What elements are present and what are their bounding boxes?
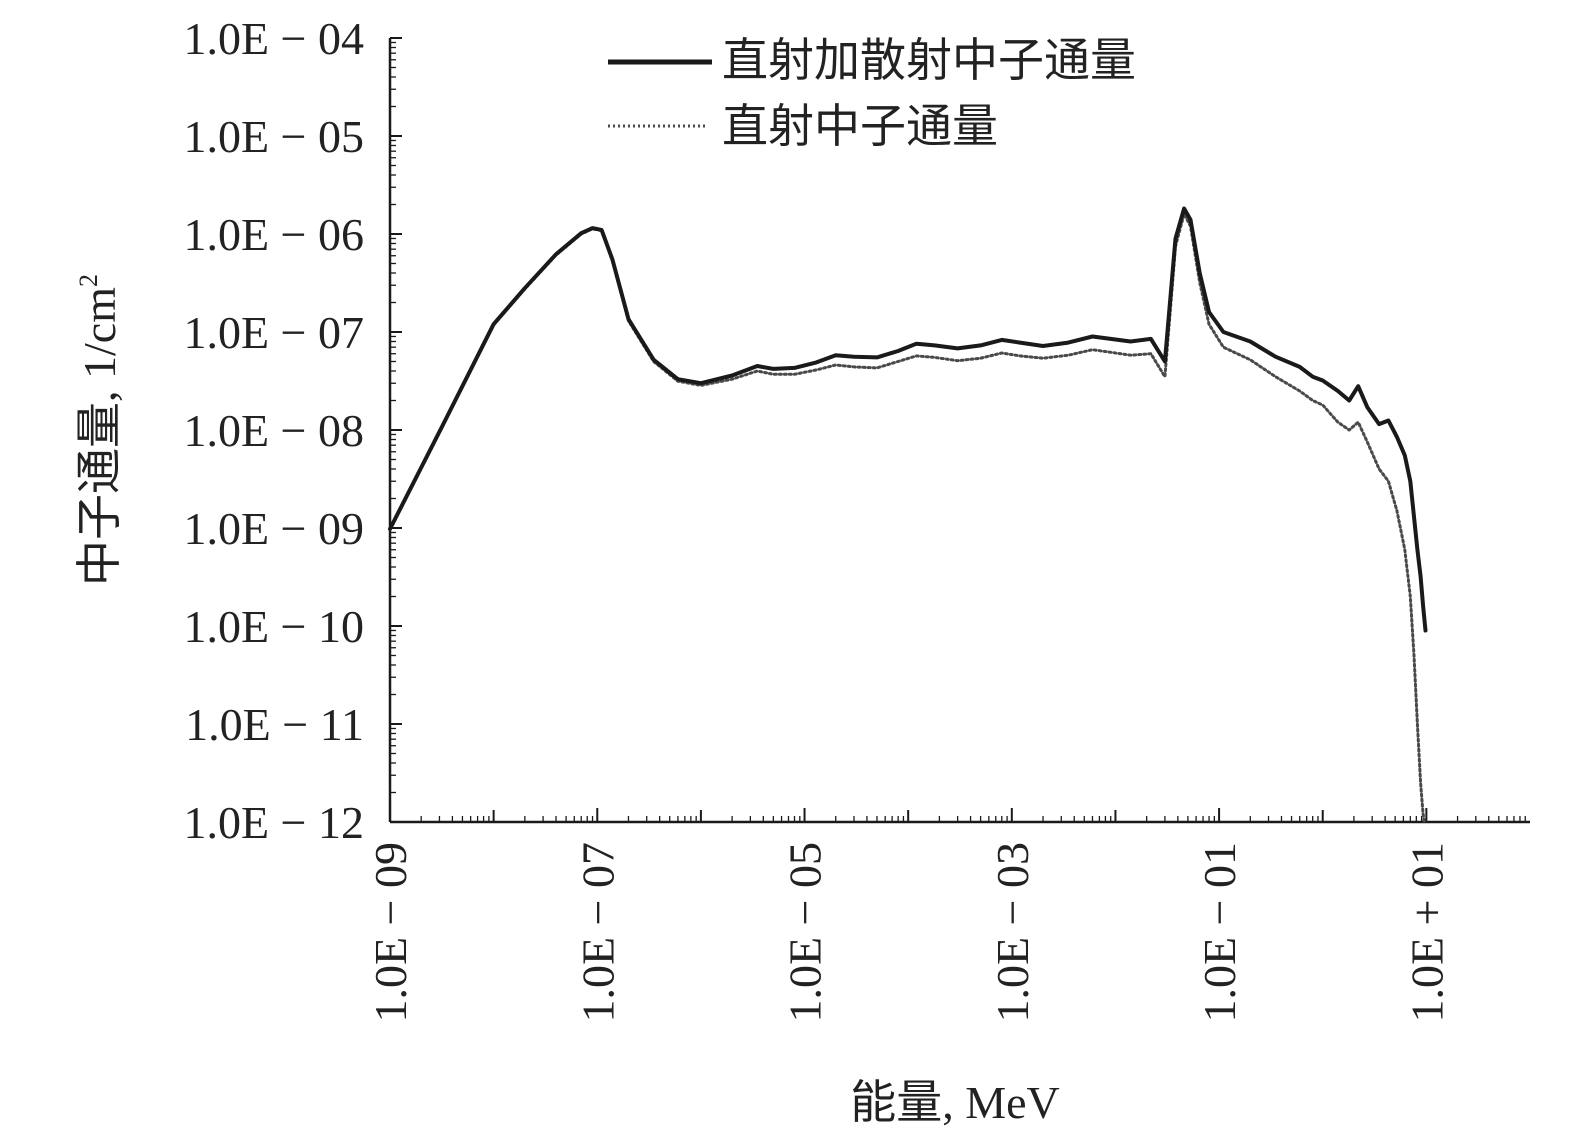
axes xyxy=(388,38,1530,824)
x-tick-label: 1.0E − 07 xyxy=(572,842,623,1023)
x-tick-label: 1.0E − 03 xyxy=(987,842,1038,1023)
y-axis-label-superscript: 2 xyxy=(74,274,103,287)
y-tick-label: 1.0E − 07 xyxy=(183,307,364,358)
y-axis-label-main: 中子通量, 1/cm xyxy=(74,287,125,586)
series-line-direct xyxy=(388,212,1426,824)
major-ticks xyxy=(389,37,1428,823)
x-tick-labels: 1.0E − 09 1.0E − 07 1.0E − 05 1.0E − 03 1.0E… xyxy=(365,842,1452,1023)
y-tick-label: 1.0E − 04 xyxy=(183,13,364,64)
y-tick-label: 1.0E − 12 xyxy=(183,797,364,848)
legend-label-total: 直射加散射中子通量 xyxy=(722,35,1136,86)
legend-label-direct: 直射中子通量 xyxy=(722,101,998,152)
y-tick-label: 1.0E − 06 xyxy=(183,209,364,260)
x-axis-label: 能量, MeV xyxy=(850,1077,1060,1128)
series-layer xyxy=(388,206,1428,824)
y-tick-label: 1.0E − 10 xyxy=(183,601,364,652)
y-tick-label: 1.0E − 05 xyxy=(183,111,364,162)
series-line-total xyxy=(388,206,1428,633)
y-tick-labels: 1.0E − 04 1.0E − 05 1.0E − 06 1.0E − 07 1.0E… xyxy=(183,13,364,848)
legend: 直射加散射中子通量 直射中子通量 xyxy=(608,35,1136,152)
y-tick-label: 1.0E − 09 xyxy=(183,503,364,554)
x-tick-label: 1.0E − 09 xyxy=(365,842,416,1023)
minor-ticks xyxy=(390,41,1526,822)
y-tick-label: 1.0E − 08 xyxy=(183,405,364,456)
x-tick-label: 1.0E − 05 xyxy=(780,842,831,1023)
y-tick-label: 1.0E − 11 xyxy=(185,699,364,750)
y-axis-label: 中子通量, 1/cm2 xyxy=(74,274,125,586)
x-tick-label: 1.0E − 01 xyxy=(1194,842,1245,1023)
x-tick-label: 1.0E + 01 xyxy=(1401,842,1452,1023)
